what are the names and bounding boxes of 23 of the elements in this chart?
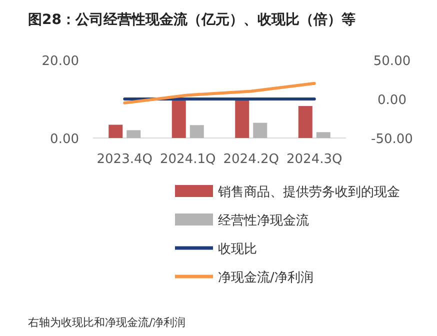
text: 右轴为收现比和净现金流/净利润 <box>28 316 186 329</box>
bar <box>235 98 250 138</box>
x-tick-label: 2023.4Q <box>96 152 152 167</box>
x-tick-label: 2024.1Q <box>160 152 216 167</box>
chart-title: 图28：公司经营性现金流（亿元）、收现比（倍）等 <box>28 11 356 28</box>
bar <box>108 124 123 138</box>
y-tick-label: 20.00 <box>42 54 79 69</box>
legend-label: 收现比 <box>218 242 257 257</box>
y2-tick-label: 0.00 <box>378 93 406 108</box>
bar <box>190 125 204 138</box>
bar <box>172 98 186 138</box>
y2-tick-label: 50.00 <box>373 54 411 69</box>
legend-label: 净现金流/净利润 <box>218 270 314 286</box>
legend-label: 销售商品、提供劳务收到的现金 <box>217 185 400 200</box>
legend-label: 经营性净现金流 <box>218 212 309 228</box>
y2-tick-label: -50.00 <box>371 132 413 147</box>
x-tick-label: 2024.3Q <box>286 152 342 167</box>
bar <box>298 106 312 138</box>
x-tick-label: 2024.2Q <box>223 152 279 167</box>
bar <box>316 132 330 138</box>
bar <box>126 130 141 138</box>
bar <box>253 122 268 138</box>
line-series <box>123 82 316 104</box>
